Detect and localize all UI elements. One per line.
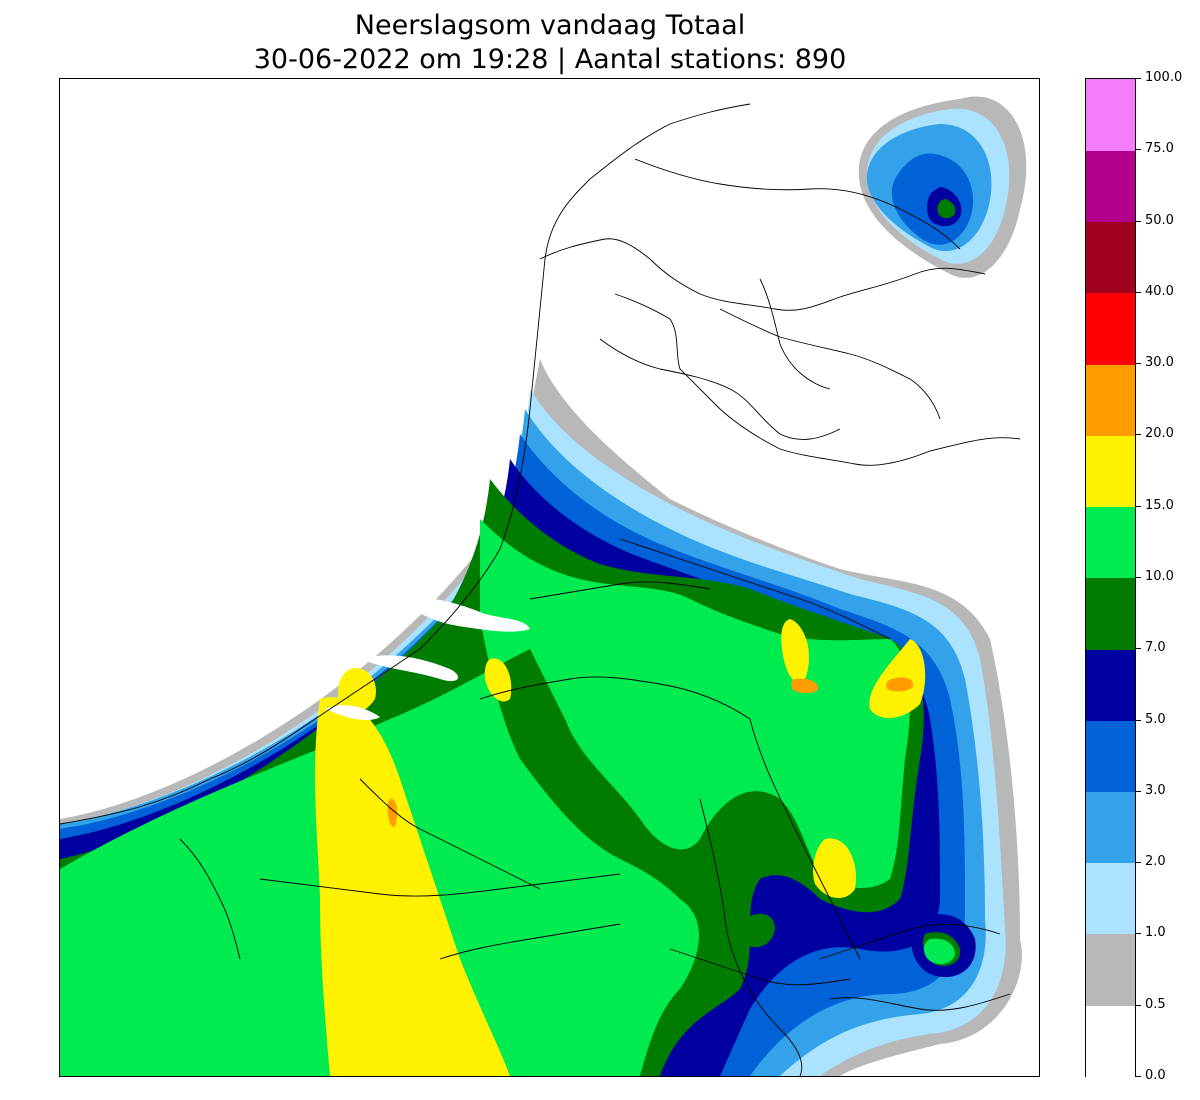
- legend-label: 0.5: [1145, 997, 1166, 1012]
- legend-tick: [1136, 221, 1141, 222]
- legend-bin: [1086, 719, 1135, 792]
- legend-bin: [1086, 221, 1135, 294]
- water-bodies: [325, 544, 530, 721]
- legend-label: 100.0: [1145, 70, 1183, 85]
- legend-label: 50.0: [1145, 213, 1174, 228]
- legend-label: 30.0: [1145, 355, 1174, 370]
- legend-bin: [1086, 363, 1135, 436]
- legend-tick: [1136, 933, 1141, 934]
- legend-bin: [1086, 791, 1135, 864]
- legend-bin: [1086, 506, 1135, 579]
- legend-tick: [1136, 149, 1141, 150]
- legend-tick: [1136, 506, 1141, 507]
- legend-bin: [1086, 862, 1135, 935]
- precipitation-map: [59, 78, 1040, 1077]
- legend-tick: [1136, 292, 1141, 293]
- legend-label: 5.0: [1145, 712, 1166, 727]
- precip-band-10-15: [60, 519, 955, 1076]
- legend-bin: [1086, 150, 1135, 223]
- legend-bin: [1086, 933, 1135, 1006]
- legend-tick: [1136, 862, 1141, 863]
- borders-outline: [60, 103, 1021, 1076]
- legend-label: 1.0: [1145, 925, 1166, 940]
- legend-tick: [1136, 720, 1141, 721]
- legend-tick: [1136, 1076, 1141, 1077]
- legend-bin: [1086, 79, 1135, 151]
- legend-label: 15.0: [1145, 498, 1174, 513]
- legend-label: 3.0: [1145, 783, 1166, 798]
- legend-label: 20.0: [1145, 426, 1174, 441]
- legend-bin: [1086, 577, 1135, 650]
- legend-tick: [1136, 434, 1141, 435]
- legend-label: 75.0: [1145, 141, 1174, 156]
- legend-tick: [1136, 648, 1141, 649]
- legend-bin: [1086, 292, 1135, 365]
- legend-tick: [1136, 1005, 1141, 1006]
- map-subtitle: 30-06-2022 om 19:28 | Aantal stations: 8…: [253, 44, 847, 75]
- precip-band-20-30: [387, 677, 914, 827]
- legend-tick: [1136, 363, 1141, 364]
- color-legend: [1085, 78, 1136, 1077]
- legend-bin: [1086, 435, 1135, 508]
- legend-label: 40.0: [1145, 284, 1174, 299]
- legend-label: 7.0: [1145, 640, 1166, 655]
- legend-bin: [1086, 648, 1135, 721]
- map-title: Neerslagsom vandaag Totaal: [354, 10, 746, 41]
- legend-bin: [1086, 1004, 1135, 1077]
- legend-tick: [1136, 791, 1141, 792]
- legend-label: 10.0: [1145, 569, 1174, 584]
- legend-tick: [1136, 577, 1141, 578]
- legend-tick: [1136, 78, 1141, 79]
- precipitation-map-svg: [60, 96, 1027, 1076]
- legend-label: 2.0: [1145, 854, 1166, 869]
- legend-label: 0.0: [1145, 1068, 1166, 1083]
